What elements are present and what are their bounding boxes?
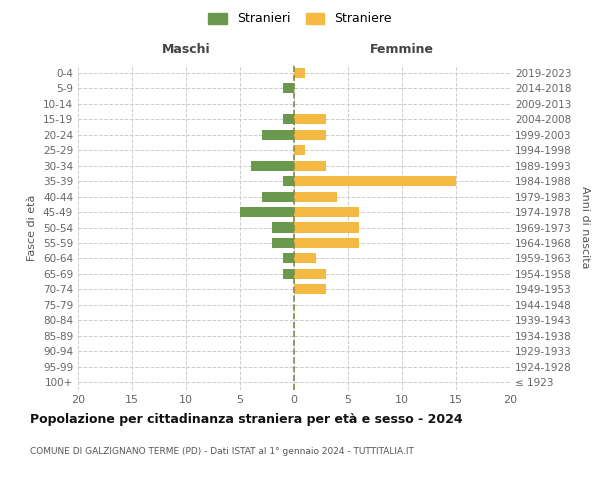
Bar	[294, 269, 326, 279]
Bar	[251, 160, 294, 170]
Bar	[283, 254, 294, 264]
Bar	[283, 269, 294, 279]
Text: Maschi: Maschi	[161, 42, 211, 56]
Text: Popolazione per cittadinanza straniera per età e sesso - 2024: Popolazione per cittadinanza straniera p…	[30, 412, 463, 426]
Bar	[294, 207, 359, 217]
Bar	[294, 145, 305, 155]
Bar	[272, 222, 294, 232]
Bar	[294, 114, 326, 124]
Bar	[262, 192, 294, 202]
Text: COMUNE DI GALZIGNANO TERME (PD) - Dati ISTAT al 1° gennaio 2024 - TUTTITALIA.IT: COMUNE DI GALZIGNANO TERME (PD) - Dati I…	[30, 448, 414, 456]
Bar	[283, 176, 294, 186]
Bar	[283, 83, 294, 93]
Bar	[283, 114, 294, 124]
Bar	[294, 284, 326, 294]
Bar	[272, 238, 294, 248]
Bar	[294, 238, 359, 248]
Bar	[294, 254, 316, 264]
Bar	[294, 68, 305, 78]
Bar	[294, 192, 337, 202]
Bar	[294, 130, 326, 140]
Y-axis label: Anni di nascita: Anni di nascita	[580, 186, 590, 269]
Bar	[294, 222, 359, 232]
Bar	[294, 176, 456, 186]
Bar	[240, 207, 294, 217]
Text: Femmine: Femmine	[370, 42, 434, 56]
Y-axis label: Fasce di età: Fasce di età	[28, 194, 37, 260]
Legend: Stranieri, Straniere: Stranieri, Straniere	[205, 8, 395, 29]
Bar	[262, 130, 294, 140]
Bar	[294, 160, 326, 170]
